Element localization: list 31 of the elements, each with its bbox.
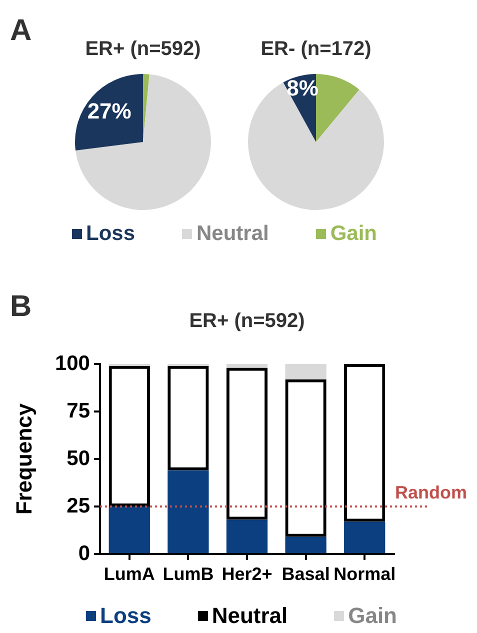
y-tick-label: 25: [66, 494, 90, 518]
bar: [285, 364, 326, 380]
y-axis-title: Frequency: [11, 402, 36, 515]
y-tick-label: 75: [66, 399, 90, 422]
y-tick-label: 100: [54, 352, 90, 375]
legend-label: Gain: [330, 222, 377, 246]
data-label: 27%: [87, 98, 132, 124]
bar: [108, 506, 150, 553]
legend-label: Neutral: [196, 222, 269, 246]
bar: [285, 536, 326, 553]
text: B: [10, 290, 32, 324]
text: A: [10, 14, 32, 48]
legend-label: Loss: [86, 222, 136, 246]
y-tick-label: 0: [78, 542, 90, 565]
x-tick-label: LumA: [104, 564, 155, 584]
chart-title: ER+ (n=592): [85, 38, 201, 61]
x-tick-label: Her2+: [222, 564, 272, 584]
x-tick-label: LumB: [162, 564, 214, 584]
y-tick-label: 50: [66, 446, 90, 470]
legend-label: Loss: [100, 603, 152, 629]
x-tick-label: Normal: [334, 564, 396, 584]
x-tick-label: Basal: [282, 564, 330, 584]
legend-label: Gain: [348, 603, 397, 629]
bar: [226, 364, 268, 368]
bar: [168, 470, 209, 553]
chart-title: ER+ (n=592): [189, 310, 305, 333]
ref-line-label: Random: [395, 482, 467, 502]
chart-title: ER- (n=172): [260, 38, 372, 61]
bar: [226, 520, 268, 553]
bar: [344, 522, 386, 553]
legend-label: Neutral: [212, 603, 288, 629]
